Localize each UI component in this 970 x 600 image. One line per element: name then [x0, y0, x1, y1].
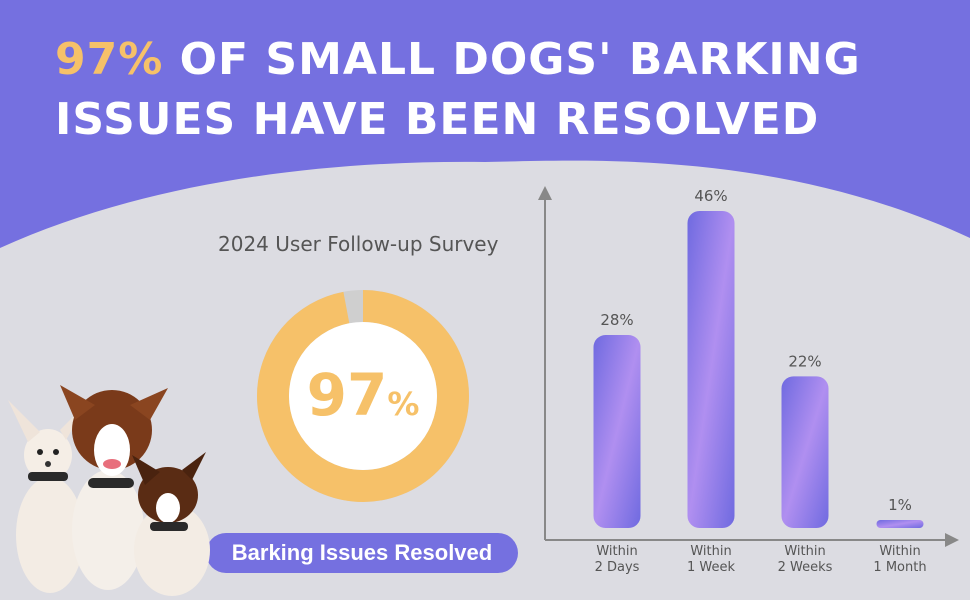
bar-1	[687, 211, 735, 528]
donut-center	[289, 322, 437, 470]
y-axis-arrow	[538, 186, 552, 200]
category-label-2-1: 2 Weeks	[778, 560, 833, 575]
x-axis-arrow	[945, 533, 959, 547]
page-title: 97% OF SMALL DOGS' BARKING ISSUES HAVE B…	[55, 30, 861, 150]
category-label-3-0: Within	[879, 544, 920, 559]
title-highlight: 97%	[55, 34, 164, 85]
donut-value-slice	[257, 290, 469, 502]
survey-label: 2024 User Follow-up Survey	[218, 232, 499, 256]
bar-2	[781, 376, 829, 528]
donut-value-label: 97%	[257, 355, 469, 444]
donut-chart	[257, 290, 469, 502]
bar-value-label-2: 22%	[788, 352, 821, 370]
bar-0	[593, 335, 641, 528]
category-label-0-0: Within	[596, 544, 637, 559]
resolved-badge: Barking Issues Resolved	[206, 533, 518, 573]
bar-value-label-3: 1%	[888, 496, 912, 514]
small-papillon-dog	[132, 452, 210, 596]
bar-value-label-0: 28%	[600, 311, 633, 329]
donut-unit: %	[387, 385, 420, 423]
category-label-2-0: Within	[784, 544, 825, 559]
dogs-image	[8, 385, 210, 596]
category-label-3-1: 1 Month	[873, 560, 926, 575]
category-label-1-1: 1 Week	[687, 560, 735, 575]
category-label-0-1: 2 Days	[595, 560, 640, 575]
chihuahua-dog	[8, 400, 88, 593]
bar-3	[876, 520, 924, 528]
papillon-dog	[60, 385, 168, 590]
bar-value-label-1: 46%	[694, 187, 727, 205]
title-line2: ISSUES HAVE BEEN RESOLVED	[55, 94, 820, 145]
title-line1: OF SMALL DOGS' BARKING	[163, 34, 861, 85]
category-label-1-0: Within	[690, 544, 731, 559]
donut-value: 97	[306, 361, 388, 429]
